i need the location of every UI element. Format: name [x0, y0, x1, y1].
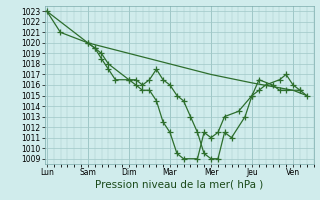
X-axis label: Pression niveau de la mer( hPa ): Pression niveau de la mer( hPa ) [95, 180, 263, 190]
